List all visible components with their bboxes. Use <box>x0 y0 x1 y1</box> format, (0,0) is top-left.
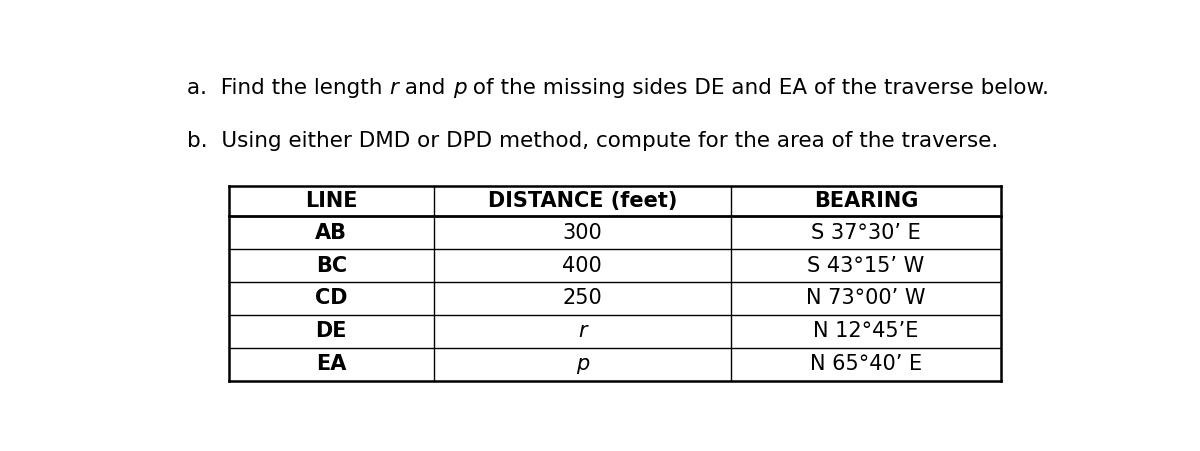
Text: N 12°45’E: N 12°45’E <box>814 321 918 341</box>
Text: N 65°40’ E: N 65°40’ E <box>810 354 922 374</box>
Text: p: p <box>576 354 589 374</box>
Text: p: p <box>452 78 467 98</box>
Text: DISTANCE (feet): DISTANCE (feet) <box>487 191 677 211</box>
Text: BC: BC <box>316 256 347 276</box>
Text: EA: EA <box>316 354 347 374</box>
Text: b.  Using either DMD or DPD method, compute for the area of the traverse.: b. Using either DMD or DPD method, compu… <box>187 130 998 151</box>
Text: DE: DE <box>316 321 347 341</box>
Text: AB: AB <box>316 223 347 243</box>
Text: 300: 300 <box>563 223 602 243</box>
Text: N 73°00’ W: N 73°00’ W <box>806 288 925 308</box>
Text: S 43°15’ W: S 43°15’ W <box>808 256 924 276</box>
Text: r: r <box>578 321 587 341</box>
Text: r: r <box>390 78 398 98</box>
Text: 250: 250 <box>563 288 602 308</box>
Text: LINE: LINE <box>305 191 358 211</box>
Text: S 37°30’ E: S 37°30’ E <box>811 223 920 243</box>
Text: of the missing sides DE and EA of the traverse below.: of the missing sides DE and EA of the tr… <box>467 78 1049 98</box>
Text: and: and <box>398 78 452 98</box>
Text: 400: 400 <box>563 256 602 276</box>
Text: a.  Find the length: a. Find the length <box>187 78 390 98</box>
Text: BEARING: BEARING <box>814 191 918 211</box>
Text: CD: CD <box>316 288 348 308</box>
